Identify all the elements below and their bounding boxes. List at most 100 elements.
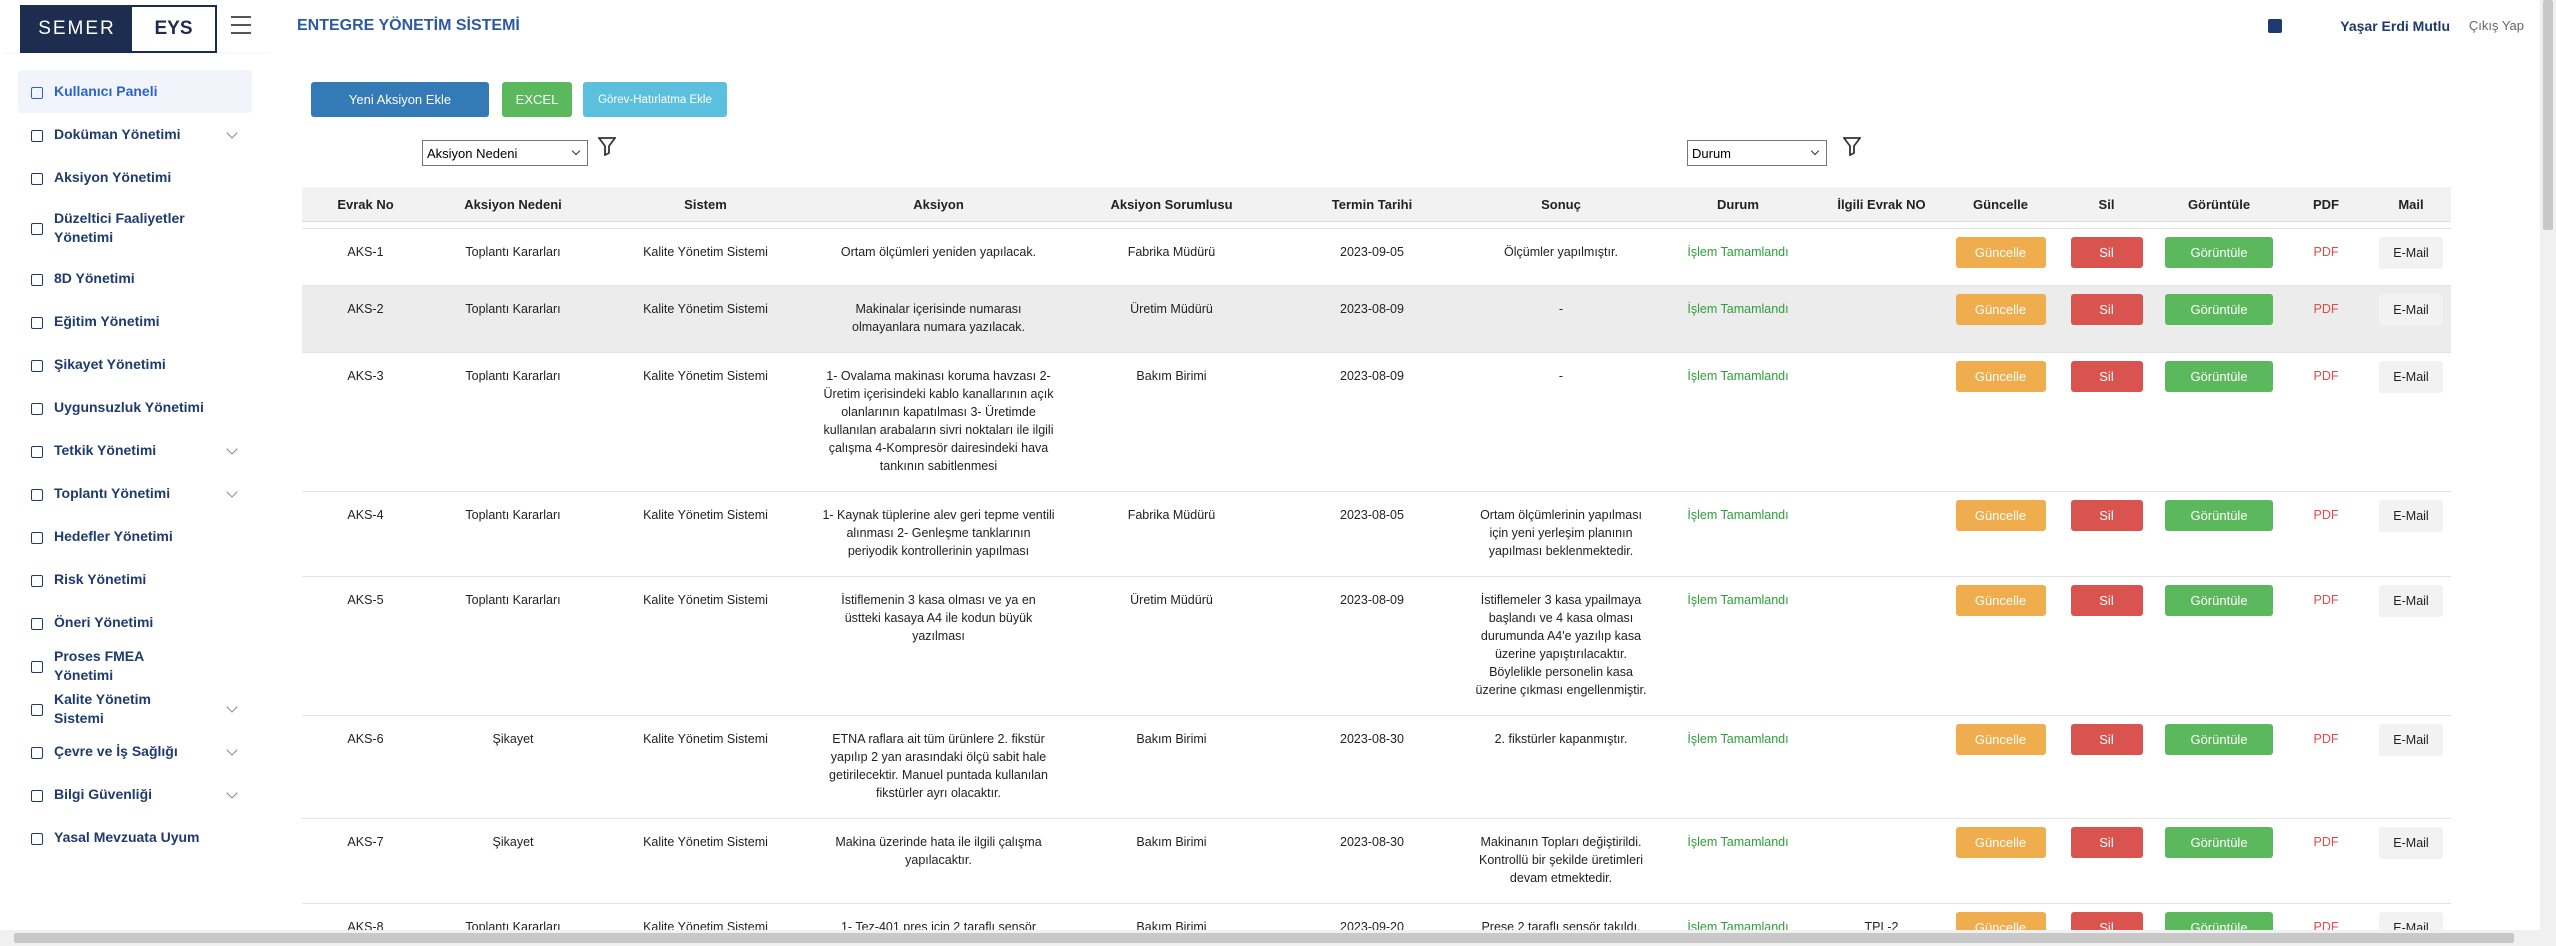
menu-toggle[interactable] bbox=[231, 16, 251, 40]
action-button[interactable]: Sil bbox=[2070, 585, 2143, 616]
action-button[interactable]: Sil bbox=[2070, 294, 2143, 325]
cell: ETNA raflara ait tüm ürünlere 2. fikstür… bbox=[814, 715, 1063, 819]
action-button[interactable]: Güncelle bbox=[1955, 724, 2046, 755]
header-row: Evrak No Aksiyon Nedeni Sistem Aksiyon Aksiy… bbox=[302, 187, 2451, 222]
cell: Kalite Yönetim Sistemi bbox=[597, 715, 814, 819]
reason-filter[interactable]: Aksiyon Nedeni bbox=[422, 140, 588, 166]
pdf-link[interactable]: PDF bbox=[2313, 593, 2339, 607]
action-button[interactable]: Sil bbox=[2070, 912, 2143, 930]
cell: İstiflemenin 3 kasa olması ve ya en üstt… bbox=[814, 576, 1063, 716]
mail-button[interactable]: E-Mail bbox=[2379, 294, 2443, 326]
column-header: Sistem bbox=[597, 187, 814, 222]
column-header: Durum bbox=[1658, 187, 1818, 222]
action-button[interactable]: Güncelle bbox=[1955, 827, 2046, 858]
mail-button[interactable]: E-Mail bbox=[2379, 585, 2443, 617]
action-button[interactable]: Güncelle bbox=[1955, 237, 2046, 268]
action-button[interactable]: Güncelle bbox=[1955, 361, 2046, 392]
cell: E-Mail bbox=[2371, 228, 2451, 286]
cell: PDF bbox=[2281, 285, 2371, 353]
sidebar-item[interactable]: Doküman Yönetimi bbox=[18, 113, 252, 156]
sidebar-item[interactable]: Şikayet Yönetimi bbox=[18, 343, 252, 386]
table-row: AKS-7 Şikayet Kalite Yönetim Sistemi Makina… bbox=[302, 818, 2451, 904]
sidebar-item[interactable]: Kullanıcı Paneli bbox=[18, 70, 252, 113]
sidebar-item[interactable]: Çevre ve İş Sağlığı bbox=[18, 730, 252, 773]
action-button[interactable]: Güncelle bbox=[1955, 500, 2046, 531]
pdf-link[interactable]: PDF bbox=[2313, 245, 2339, 259]
excel-button[interactable]: EXCEL bbox=[502, 82, 572, 117]
action-button[interactable]: Sil bbox=[2070, 724, 2143, 755]
action-button[interactable]: Güncelle bbox=[1955, 912, 2046, 930]
chevron bbox=[226, 485, 238, 498]
new-action-button[interactable]: Yeni Aksiyon Ekle bbox=[311, 82, 489, 117]
sidebar-item[interactable]: Öneri Yönetimi bbox=[18, 601, 252, 644]
cell: Şikayet bbox=[429, 715, 597, 819]
filter-icon[interactable] bbox=[598, 136, 616, 156]
logo[interactable]: SEMER EYS bbox=[20, 5, 217, 53]
sidebar-label: Doküman Yönetimi bbox=[54, 126, 181, 142]
action-button[interactable]: Sil bbox=[2070, 500, 2143, 531]
mail-button[interactable]: E-Mail bbox=[2379, 500, 2443, 532]
action-button[interactable]: Görüntüle bbox=[2165, 585, 2273, 616]
action-button[interactable]: Görüntüle bbox=[2165, 500, 2273, 531]
column-header: Mail bbox=[2371, 187, 2451, 222]
action-button[interactable]: Sil bbox=[2070, 827, 2143, 858]
sidebar-icon bbox=[31, 359, 43, 372]
sidebar-item[interactable]: Proses FMEA Yönetimi bbox=[18, 644, 252, 687]
pdf-link[interactable]: PDF bbox=[2313, 302, 2339, 316]
action-button[interactable]: Sil bbox=[2070, 361, 2143, 392]
cell bbox=[1818, 576, 1945, 716]
sidebar-item[interactable]: Aksiyon Yönetimi bbox=[18, 156, 252, 199]
action-button[interactable]: Görüntüle bbox=[2165, 294, 2273, 325]
status-filter[interactable]: Durum bbox=[1687, 140, 1827, 166]
pdf-link[interactable]: PDF bbox=[2313, 369, 2339, 383]
reminder-button[interactable]: Görev-Hatırlatma Ekle bbox=[583, 82, 727, 117]
cell: PDF bbox=[2281, 818, 2371, 904]
action-button[interactable]: Görüntüle bbox=[2165, 724, 2273, 755]
sidebar-item[interactable]: Bilgi Güvenliği bbox=[18, 773, 252, 816]
pdf-link[interactable]: PDF bbox=[2313, 732, 2339, 746]
table-row: AKS-1 Toplantı Kararları Kalite Yönetim Si… bbox=[302, 228, 2451, 286]
sidebar-item[interactable]: Uygunsuzluk Yönetimi bbox=[18, 386, 252, 429]
sidebar-item[interactable]: Düzeltici Faaliyetler Yönetimi bbox=[18, 199, 252, 257]
cell: Ortam ölçümleri yeniden yapılacak. bbox=[814, 228, 1063, 286]
sidebar-item[interactable]: 8D Yönetimi bbox=[18, 257, 252, 300]
cell: E-Mail bbox=[2371, 576, 2451, 716]
filter-icon[interactable] bbox=[1843, 136, 1861, 156]
cell bbox=[1818, 715, 1945, 819]
sidebar-item[interactable]: Tetkik Yönetimi bbox=[18, 429, 252, 472]
pdf-link[interactable]: PDF bbox=[2313, 920, 2339, 930]
pdf-link[interactable]: PDF bbox=[2313, 835, 2339, 849]
action-button[interactable]: Görüntüle bbox=[2165, 912, 2273, 930]
action-button[interactable]: Güncelle bbox=[1955, 294, 2046, 325]
sidebar-item[interactable]: Hedefler Yönetimi bbox=[18, 515, 252, 558]
action-button[interactable]: Görüntüle bbox=[2165, 237, 2273, 268]
sidebar-item[interactable]: Eğitim Yönetimi bbox=[18, 300, 252, 343]
mail-button[interactable]: E-Mail bbox=[2379, 912, 2443, 930]
mail-button[interactable]: E-Mail bbox=[2379, 724, 2443, 756]
actions-table: Evrak No Aksiyon Nedeni Sistem Aksiyon Aksiy… bbox=[302, 187, 2451, 930]
sidebar-label: Hedefler Yönetimi bbox=[54, 528, 173, 544]
user-name[interactable]: Yaşar Erdi Mutlu bbox=[2340, 18, 2450, 34]
action-button[interactable]: Görüntüle bbox=[2165, 827, 2273, 858]
mail-button[interactable]: E-Mail bbox=[2379, 827, 2443, 859]
h-scrollbar[interactable] bbox=[0, 930, 2540, 946]
cell: Görüntüle bbox=[2157, 576, 2281, 716]
sidebar-item[interactable]: Yasal Mevzuata Uyum bbox=[18, 816, 252, 859]
v-scrollbar[interactable] bbox=[2540, 0, 2556, 946]
table-row: AKS-2 Toplantı Kararları Kalite Yönetim Si… bbox=[302, 285, 2451, 353]
cell: Üretim Müdürü bbox=[1063, 576, 1280, 716]
action-button[interactable]: Sil bbox=[2070, 237, 2143, 268]
mail-button[interactable]: E-Mail bbox=[2379, 361, 2443, 393]
cell: Sil bbox=[2056, 903, 2157, 930]
mail-button[interactable]: E-Mail bbox=[2379, 237, 2443, 269]
sidebar: Kullanıcı Paneli Doküman Yönetimi Aksiyon … bbox=[0, 54, 270, 930]
logout[interactable]: Çıkış Yap bbox=[2468, 18, 2524, 33]
user-icon bbox=[2268, 19, 2282, 33]
action-button[interactable]: Güncelle bbox=[1955, 585, 2046, 616]
pdf-link[interactable]: PDF bbox=[2313, 508, 2339, 522]
sidebar-item[interactable]: Kalite Yönetim Sistemi bbox=[18, 687, 252, 730]
sidebar-item[interactable]: Risk Yönetimi bbox=[18, 558, 252, 601]
action-button[interactable]: Görüntüle bbox=[2165, 361, 2273, 392]
sidebar-item[interactable]: Toplantı Yönetimi bbox=[18, 472, 252, 515]
sidebar-label: Düzeltici Faaliyetler Yönetimi bbox=[54, 210, 185, 245]
